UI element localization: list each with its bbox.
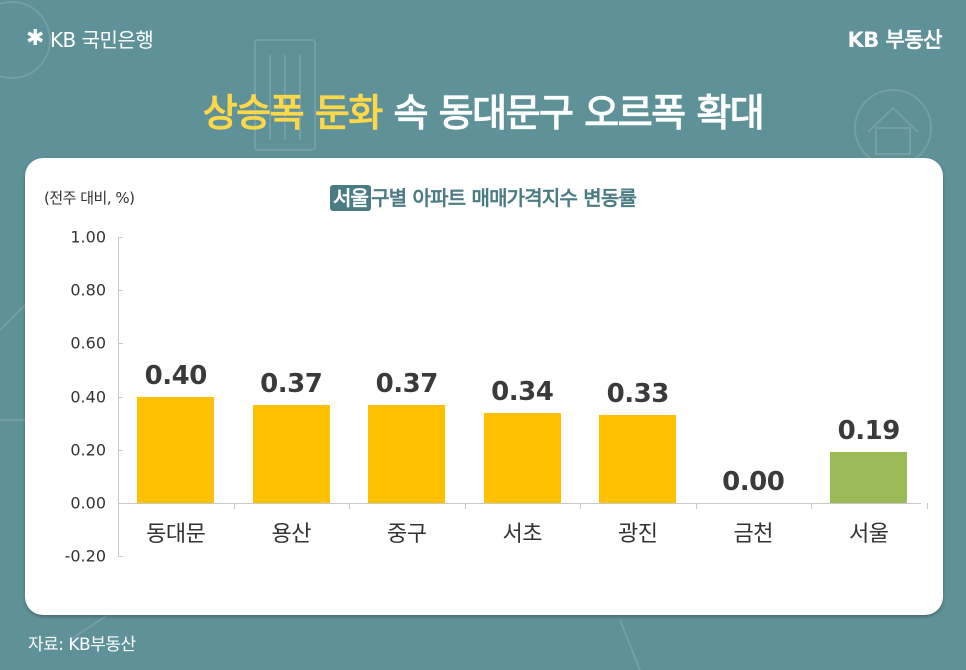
kb-bank-logo: ✱ KB 국민은행 — [26, 24, 154, 53]
bar-4 — [599, 415, 677, 503]
bar-3 — [483, 412, 561, 503]
kb-real-estate-logo: KB 부동산 — [847, 28, 942, 52]
y-tick — [118, 290, 123, 292]
source-note: 자료: KB부동산 — [28, 635, 136, 655]
x-category-label: 서초 — [502, 522, 543, 547]
x-category-label: 금천 — [733, 522, 774, 547]
y-tick — [118, 556, 123, 558]
x-tick — [464, 503, 466, 509]
chart-title-text: 구별 아파트 매매가격지수 변동률 — [371, 186, 637, 210]
kb-bank-logo-text: KB 국민은행 — [49, 28, 154, 52]
bar-value-label: 0.19 — [837, 416, 901, 447]
headline-rest: 속 동대문구 오르폭 확대 — [381, 91, 764, 135]
y-tick-label: 0.80 — [70, 280, 106, 300]
chart-card — [25, 158, 943, 615]
y-tick-label: 0.60 — [70, 333, 106, 353]
bar-value-label: 0.00 — [722, 467, 785, 497]
chart-title-tag: 서울 — [329, 185, 372, 211]
bar-value-label: 0.37 — [260, 368, 323, 399]
y-axis-unit-label: (전주 대비, %) — [44, 189, 135, 207]
x-tick — [926, 503, 928, 509]
x-tick — [233, 503, 235, 509]
y-tick — [118, 237, 123, 238]
y-axis — [118, 237, 119, 556]
bar-value-label: 0.37 — [375, 368, 439, 399]
headline-highlight: 상승폭 둔화 — [202, 91, 384, 135]
y-tick — [118, 396, 123, 398]
x-tick — [349, 503, 350, 509]
y-tick — [118, 449, 123, 451]
y-tick-label: -0.20 — [64, 546, 106, 566]
y-tick — [118, 503, 123, 504]
bar-0 — [137, 396, 215, 503]
bar-value-label: 0.40 — [144, 360, 208, 391]
x-tick — [695, 503, 697, 509]
chart-title: 서울 구별 아파트 매매가격지수 변동률 — [0, 182, 966, 211]
x-category-label: 광진 — [618, 522, 658, 547]
x-tick — [811, 503, 812, 509]
y-tick — [118, 343, 123, 345]
y-tick-label: 1.00 — [70, 227, 106, 247]
page-headline: 상승폭 둔화 속 동대문구 오르폭 확대 — [0, 82, 966, 137]
bar-6 — [830, 452, 908, 503]
x-category-label: 용산 — [271, 522, 312, 547]
y-tick-label: 0.40 — [70, 387, 106, 407]
kb-star-icon: ✱ — [26, 26, 44, 51]
bar-1 — [252, 404, 330, 503]
y-tick-label: 0.20 — [70, 440, 106, 460]
bar-value-label: 0.33 — [606, 379, 670, 410]
bar-2 — [368, 404, 446, 503]
x-category-label: 동대문 — [146, 522, 206, 547]
y-tick-label: 0.00 — [70, 493, 106, 513]
x-axis — [118, 503, 921, 504]
x-category-label: 서울 — [849, 522, 889, 547]
bar-value-label: 0.34 — [491, 376, 554, 407]
x-category-label: 중구 — [387, 522, 427, 547]
x-tick — [580, 503, 581, 509]
